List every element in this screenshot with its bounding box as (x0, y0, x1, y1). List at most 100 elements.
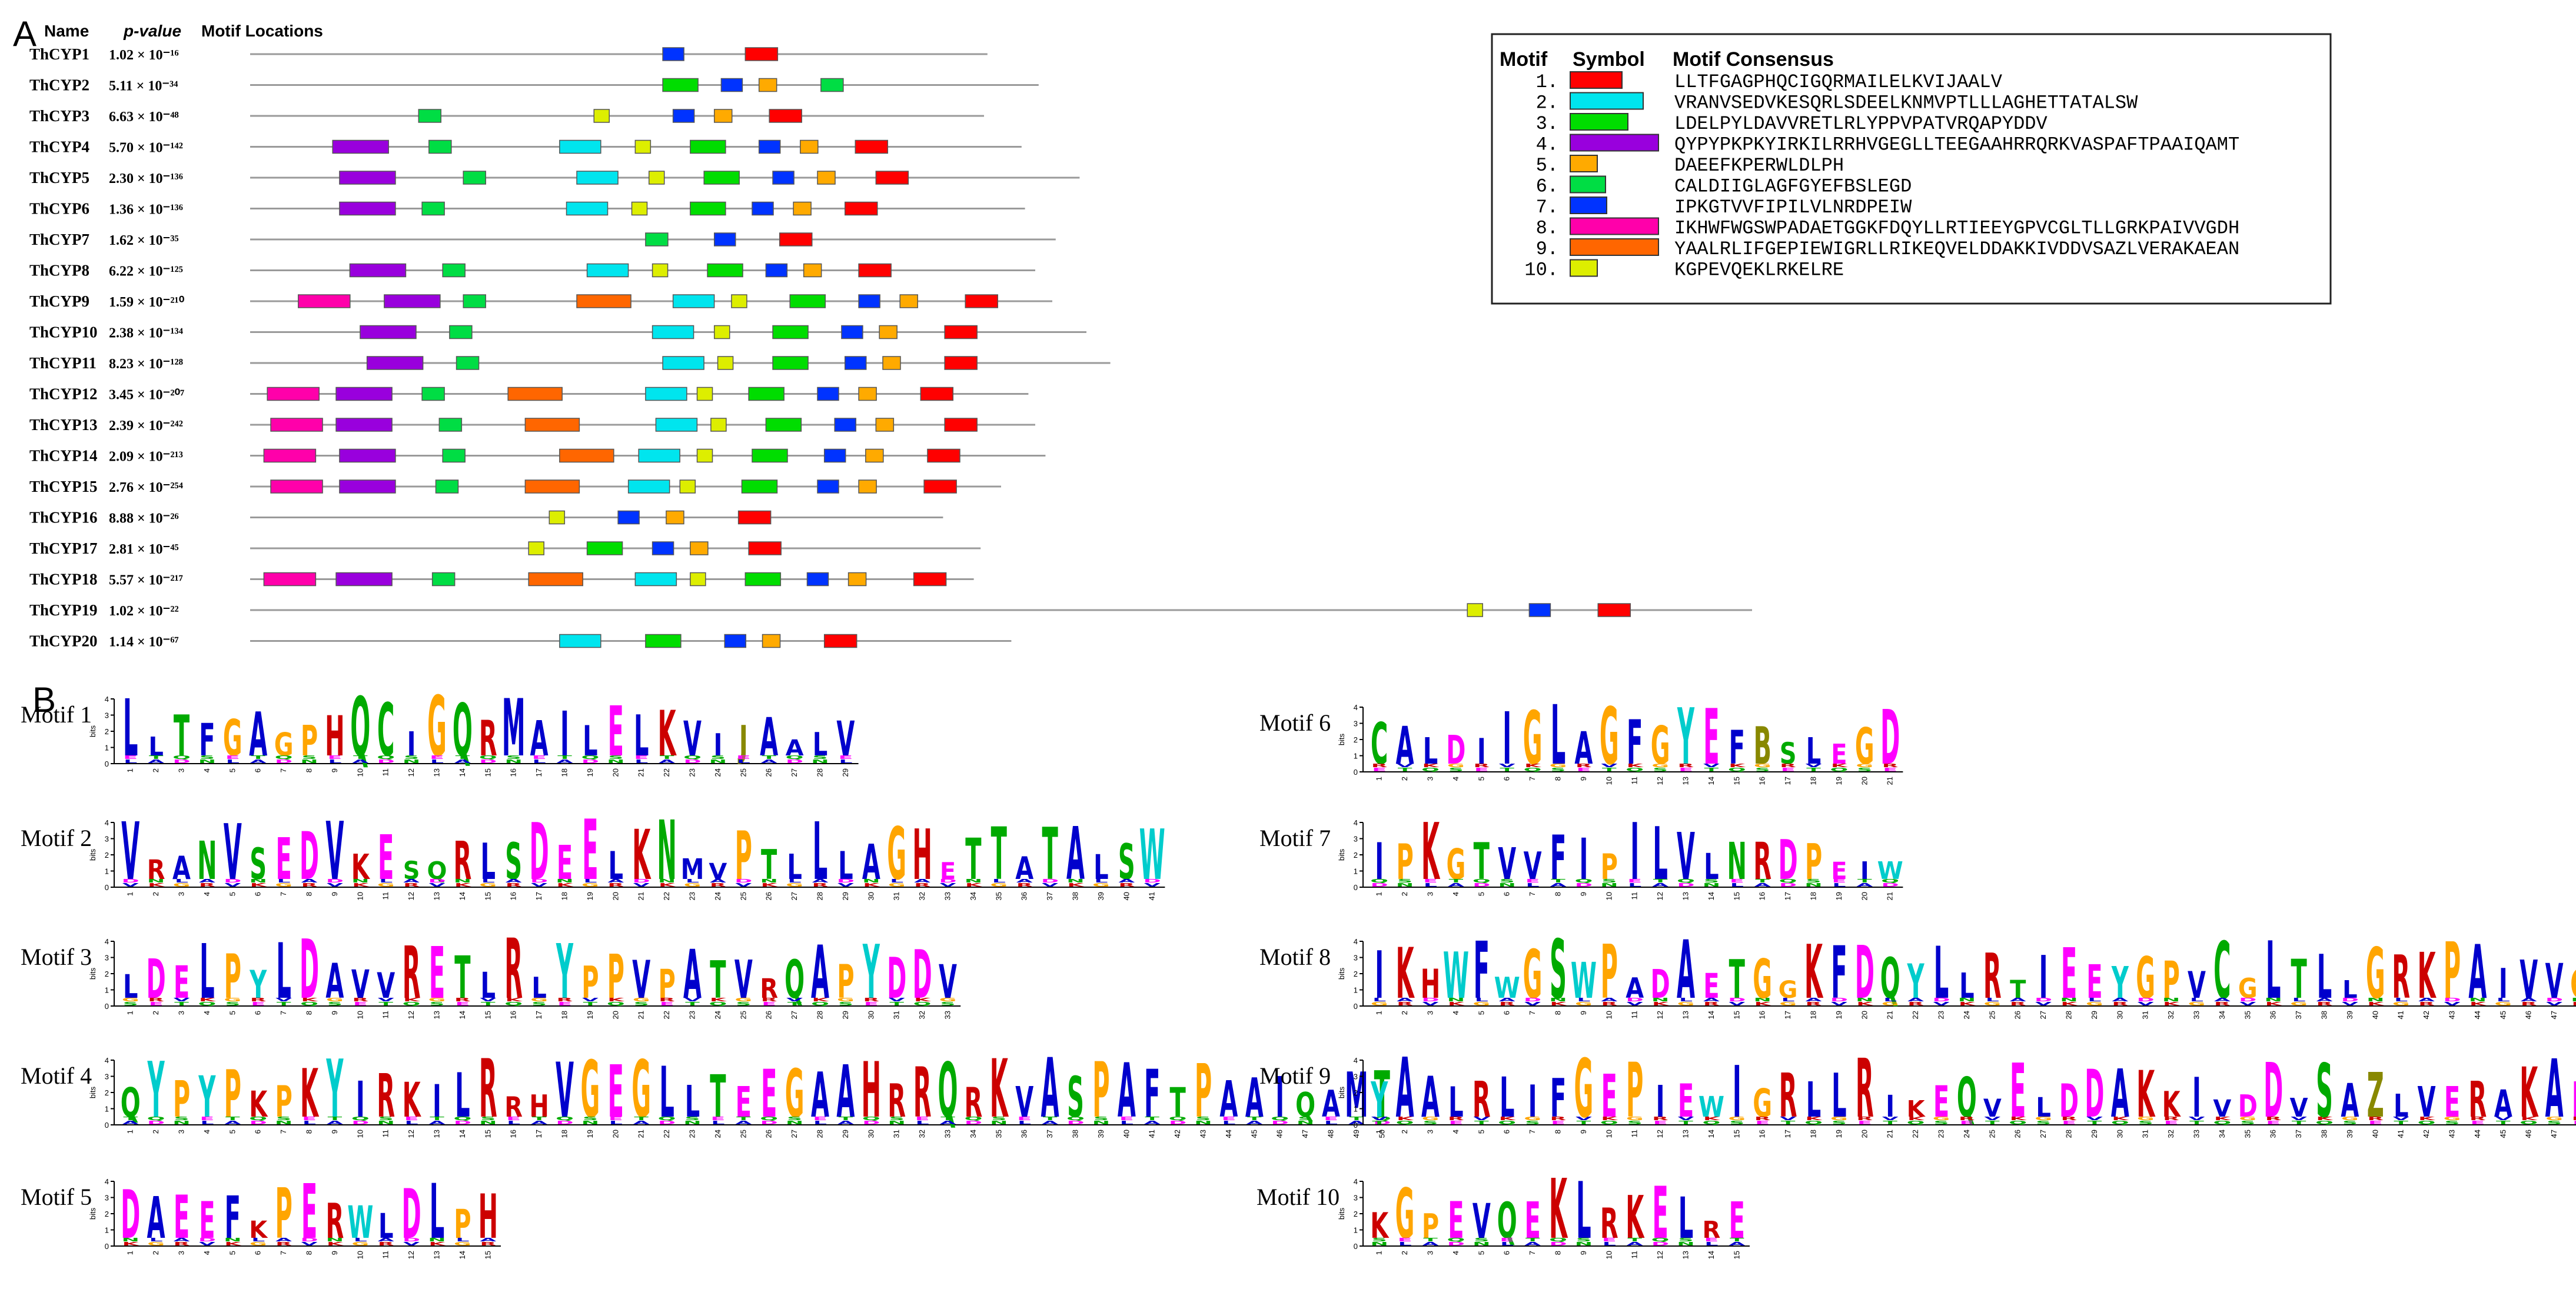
gene-pvalue: 1.02 × 10⁻¹⁶ (109, 48, 179, 63)
logo-letter-minor: G (2188, 1001, 2206, 1007)
logo-letter: Q (427, 857, 447, 885)
logo-letter: A (1322, 1083, 1340, 1126)
motif-box-6 (645, 232, 669, 247)
logo-letter: R (1779, 1061, 1797, 1131)
logo-letter: L (2394, 1088, 2408, 1124)
logo-letter-minor: D (2239, 997, 2256, 1002)
logo-letter: R (1856, 1041, 1874, 1135)
logo-letter-minor: Q (760, 1116, 778, 1121)
logo-letter-minor: E (302, 1116, 317, 1121)
logo-letter-minor: S (506, 755, 521, 760)
logo-letter-minor: K (863, 882, 880, 888)
logo-letter-minor: L (507, 1120, 520, 1125)
logo-letter: E (557, 836, 573, 890)
logo-position-label: 48 (2575, 1130, 2576, 1138)
motif-box-6 (463, 171, 486, 185)
logo-letter-minor: D (633, 878, 650, 884)
header-pvalue: p-value (123, 22, 181, 40)
gene-name: ThCYP4 (29, 138, 89, 156)
motif-box-9 (559, 448, 614, 463)
logo-position-label: 6 (1503, 1011, 1511, 1015)
gene-name: ThCYP1 (29, 45, 89, 63)
motif-box-5 (879, 325, 898, 339)
logo-letter-minor: S (889, 1116, 905, 1121)
logo-position-label: 15 (483, 768, 492, 777)
logo-position-label: 22 (662, 768, 671, 777)
gene-pvalue: 2.09 × 10⁻²¹³ (109, 449, 183, 465)
logo-letter: F (1144, 1055, 1160, 1132)
logo-position-label: 30 (2115, 1130, 2124, 1138)
logo-letter: F (199, 715, 215, 767)
gene-row: ThCYP7 1.62 × 10⁻³⁵ (29, 231, 1056, 248)
logo-position-label: 33 (2192, 1130, 2201, 1138)
logo-letter-minor: G (1473, 1001, 1491, 1007)
motif-box-1 (769, 109, 802, 123)
logo-letter: R (1753, 832, 1771, 891)
logo-motif-label: Motif 8 (1259, 944, 1331, 970)
logo-letter: G (223, 710, 242, 767)
logo-letter-minor: A (506, 878, 523, 884)
logo-letter-minor: L (2394, 997, 2408, 1002)
logo-letter-minor: K (1729, 763, 1746, 768)
motif-box-3 (703, 171, 740, 185)
logo-position-label: 1 (126, 768, 135, 772)
logo-letter-minor: S (2342, 1120, 2358, 1125)
logo-position-label: 2 (1400, 1011, 1409, 1015)
logo-letter-minor: D (122, 878, 139, 884)
logo-letter-minor: T (2496, 1120, 2511, 1125)
logo-letter-minor: S (1704, 878, 1719, 884)
motif-box-6 (435, 479, 459, 494)
logo-letter-minor: R (914, 882, 930, 888)
motif-box-3 (765, 418, 802, 432)
logo-position-label: 1 (126, 1251, 135, 1255)
gene-name: ThCYP8 (29, 262, 89, 279)
logo-letter-minor: V (378, 997, 395, 1002)
logo-letter-minor: N (607, 759, 624, 764)
gene-name: ThCYP15 (29, 478, 98, 495)
logo-letter-minor: A (1499, 997, 1516, 1002)
logo-letter: B (1753, 716, 1771, 776)
logo-letter: D (1880, 695, 1900, 782)
logo-letter: I (1579, 827, 1588, 892)
logo-letter-minor: E (2164, 1120, 2179, 1125)
gene-row: ThCYP3 6.63 × 10⁻⁴⁸ (29, 107, 984, 125)
motif-box-7 (858, 294, 880, 308)
logo-letter-minor: Q (1575, 878, 1593, 884)
logo-letter-minor: T (1423, 1237, 1438, 1243)
legend-motif-number: 3. (1536, 113, 1558, 135)
logo-letter-minor: Q (1524, 767, 1542, 772)
logo-letter-minor: V (1831, 1001, 1848, 1007)
gene-name: ThCYP19 (29, 601, 98, 619)
logo-letter: A (1396, 1041, 1414, 1137)
logo-position-label: 21 (1886, 1011, 1894, 1019)
logo-y-tick-label: 4 (1354, 1056, 1358, 1065)
logo-letter-minor: G (1856, 763, 1874, 768)
gene-name: ThCYP2 (29, 76, 89, 94)
logo-position-label: 2 (1400, 1251, 1409, 1255)
logo-letter: R (913, 1053, 932, 1133)
legend-motif-number: 2. (1536, 92, 1558, 114)
logo-letter: E (940, 858, 956, 885)
logo-letter-minor: D (1067, 1120, 1085, 1125)
logo-position-label: 1 (1375, 1011, 1384, 1015)
logo-letter-minor: G (1422, 1116, 1440, 1121)
logo-letter-minor: N (122, 1237, 139, 1243)
logo-letter-minor: S (1196, 1116, 1211, 1121)
legend-row: 7. IPKGTVVFIPILVLNRDPEIW (1536, 196, 1912, 218)
logo-letter-minor: A (275, 1237, 292, 1243)
logo-letter: V (709, 859, 727, 884)
logo-letter-minor: D (965, 1120, 982, 1125)
logo-position-label: 14 (458, 1251, 467, 1259)
logo-letter: P (581, 957, 599, 1008)
logo-position-label: 2 (151, 768, 160, 772)
logo-position-label: 27 (2039, 1130, 2047, 1138)
logo-letter: G (785, 1055, 805, 1133)
logo-letter-minor: D (428, 878, 446, 884)
logo-letter-minor: E (762, 1001, 776, 1007)
logo-letter-minor: V (1601, 763, 1618, 768)
motif-box-3 (690, 139, 726, 154)
logo-letter: P (301, 716, 318, 765)
logo-letter-minor: L (788, 878, 802, 884)
logo-letter: G (1395, 1174, 1415, 1254)
